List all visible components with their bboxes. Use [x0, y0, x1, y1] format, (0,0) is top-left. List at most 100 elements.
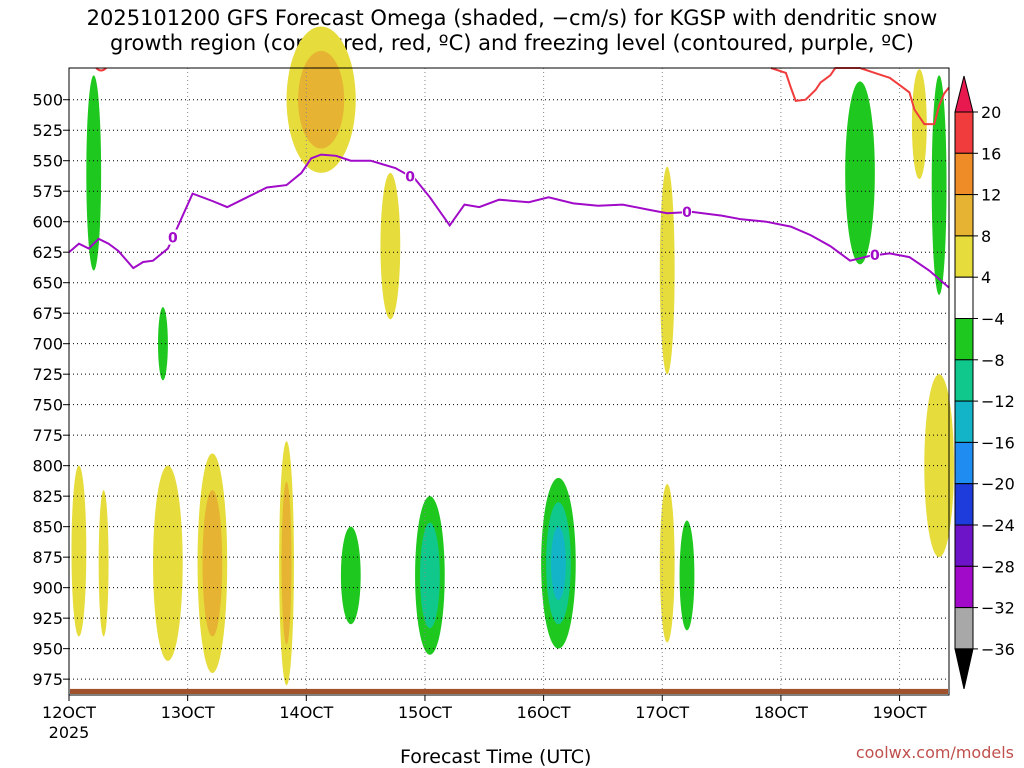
y-tick-label: 700 [32, 335, 63, 354]
omega-region-4 [281, 481, 292, 645]
colorbar-box [954, 607, 974, 650]
colorbar-label: −20 [981, 475, 1015, 494]
title-line-2: growth region (contoured, red, ºC) and f… [110, 31, 914, 55]
x-tick-label: 13OCT [161, 703, 215, 722]
colorbar-label: −36 [981, 640, 1015, 659]
colorbar-box [954, 111, 974, 154]
y-tick-label: 875 [32, 548, 63, 567]
y-tick-label: 550 [32, 152, 63, 171]
omega-region-2 [153, 465, 183, 661]
omega-region-14 [911, 69, 927, 180]
x-tick-label: 17OCT [635, 703, 689, 722]
y-tick-label: 600 [32, 213, 63, 232]
y-tick-label: 675 [32, 304, 63, 323]
colorbar-box [954, 565, 974, 609]
colorbar-box [954, 152, 974, 196]
omega-region-15 [931, 75, 947, 295]
x-tick-label: 16OCT [517, 703, 571, 722]
y-tick-label: 500 [32, 91, 63, 110]
watermark: coolwx.com/models [855, 743, 1014, 762]
colorbar-label: 12 [981, 186, 1001, 205]
colorbar-box [954, 441, 974, 485]
colorbar-box [954, 235, 974, 278]
colorbar-box [954, 483, 974, 526]
colorbar-label: −24 [981, 516, 1015, 535]
omega-region-13 [845, 81, 875, 265]
plot-frame [68, 67, 950, 696]
colorbar-top-arrow [954, 75, 974, 113]
colorbar-label: 4 [981, 268, 991, 287]
y-tick-label: 650 [32, 274, 63, 293]
y-tick-label: 850 [32, 518, 63, 537]
x-tick-label: 14OCT [279, 703, 333, 722]
y-tick-label: 800 [32, 457, 63, 476]
contour-layer: 0 0 0 0 [68, 67, 950, 289]
freezing-level-line [68, 153, 950, 289]
y-tick-label: 925 [32, 609, 63, 628]
colorbar-label: 8 [981, 227, 991, 246]
y-tick-label: 750 [32, 396, 63, 415]
colorbar-box [954, 194, 974, 237]
freezing-level-label: 0 [870, 248, 880, 264]
omega-region-12 [659, 166, 675, 375]
colorbar-bottom-arrow [954, 648, 974, 690]
omega-region-7 [551, 526, 566, 600]
freezing-level-label-bg [869, 247, 880, 263]
omega-region-3 [202, 490, 223, 637]
x-tick-label: 15OCT [398, 703, 452, 722]
colorbar-label: −4 [981, 310, 1005, 329]
omega-region-16 [924, 374, 954, 558]
colorbar-label: −12 [981, 392, 1015, 411]
omega-region-9 [679, 520, 695, 631]
y-tick-label: 775 [32, 426, 63, 445]
freezing-level-label-bg [405, 168, 416, 184]
colorbar: 20 16 12 8 4 −4 −8 −12 −16 −20 −24 −28 −32 −36 [954, 75, 1015, 690]
y-tick-label: 575 [32, 182, 63, 201]
colorbar-box [954, 524, 974, 567]
dendritic-contour-early [95, 67, 107, 72]
y-tick-label: 825 [32, 487, 63, 506]
colorbar-label: −32 [981, 599, 1015, 618]
x-tick-label: 19OCT [873, 703, 927, 722]
freezing-level-label: 0 [405, 169, 415, 185]
omega-region-18 [157, 307, 168, 381]
colorbar-label: −28 [981, 557, 1015, 576]
freezing-level-label: 0 [682, 205, 692, 221]
x-tick-sublabel: 2025 [49, 723, 90, 742]
chart-title: 2025101200 GFS Forecast Omega (shaded, −… [0, 6, 1024, 56]
omega-region-17 [86, 75, 102, 271]
x-axis-label: Forecast Time (UTC) [400, 746, 592, 768]
x-tick-label: 12OCT [42, 703, 96, 722]
omega-region-5 [340, 526, 361, 625]
freezing-level-label-bg [167, 229, 178, 245]
colorbar-label: −8 [981, 351, 1005, 370]
title-line-1: 2025101200 GFS Forecast Omega (shaded, −… [86, 6, 938, 30]
y-tick-label: 975 [32, 670, 63, 689]
omega-region-8 [659, 483, 675, 643]
y-axis-ticks: 500 525 550 575 600 625 650 675 700 725 750 775 800 8… [32, 91, 69, 689]
colorbar-box [954, 359, 974, 402]
omega-region-0 [71, 465, 87, 637]
freezing-level-label-bg [681, 204, 692, 220]
colorbar-box [954, 276, 974, 320]
omega-region-1 [98, 490, 109, 637]
y-tick-label: 525 [32, 121, 63, 140]
omega-shading-layer [71, 26, 954, 686]
colorbar-box [954, 400, 974, 443]
terrain-band [70, 688, 948, 694]
freezing-level-label: 0 [168, 231, 178, 247]
colorbar-box [954, 318, 974, 361]
surface-terrain [70, 688, 948, 694]
y-tick-label: 625 [32, 243, 63, 262]
y-tick-label: 725 [32, 365, 63, 384]
y-tick-label: 900 [32, 579, 63, 598]
omega-region-11 [380, 172, 401, 320]
grid-layer [69, 68, 949, 695]
dendritic-contour-late [770, 67, 950, 126]
colorbar-label: −16 [981, 433, 1015, 452]
colorbar-label: 16 [981, 144, 1001, 163]
y-tick-label: 950 [32, 640, 63, 659]
x-tick-label: 18OCT [754, 703, 808, 722]
